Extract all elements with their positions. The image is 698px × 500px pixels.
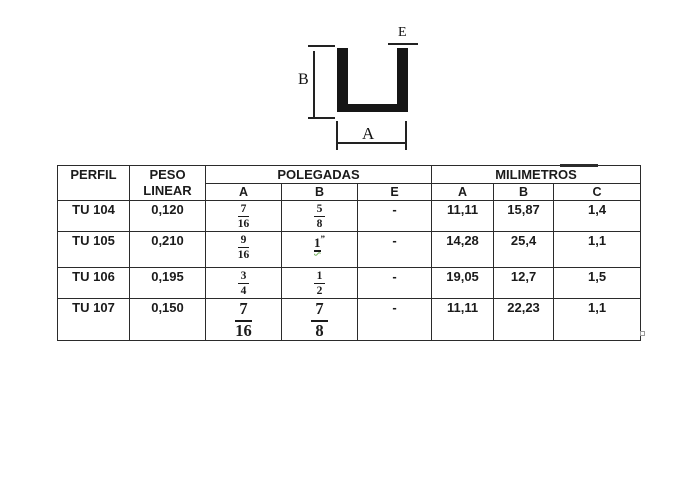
- col-header-mm-a: A: [431, 183, 495, 201]
- cell-perfil: TU 104: [57, 199, 130, 233]
- profile-spec-table: PERFIL PESO LINEAR POLEGADAS MILIMETROS …: [57, 165, 642, 342]
- cell-pol-b: 1”: [281, 231, 358, 269]
- cell-mm-a: 11,11: [431, 199, 495, 233]
- cell-peso: 0,210: [129, 231, 206, 269]
- cell-mm-a: 19,05: [431, 267, 495, 300]
- fraction: 1 2: [313, 270, 326, 297]
- cell-pol-a: 9 16: [205, 231, 282, 269]
- cell-mm-c: 1,4: [553, 199, 642, 233]
- cell-pol-b: 1 2: [281, 267, 358, 300]
- inch-value: 1”: [314, 234, 326, 253]
- dim-label-a: A: [362, 124, 375, 143]
- table-row-tu105: TU 105 0,210 9 16 1” - 14,28 25,4 1,1: [57, 231, 642, 269]
- cell-mm-b: 22,23: [493, 298, 555, 342]
- dim-label-e: E: [398, 25, 407, 40]
- table-row-tu107: TU 107 0,150 7 16 7 8 - 11,11 22,23: [57, 298, 642, 342]
- fraction: 3 4: [237, 270, 250, 297]
- cell-mm-a: 11,11: [431, 298, 495, 342]
- fraction: 9 16: [237, 234, 250, 262]
- table-row-tu104: TU 104 0,120 7 16 5 8 - 11,11 15,87: [57, 199, 642, 233]
- cell-mm-c: 1,1: [553, 231, 642, 269]
- table-row-tu106: TU 106 0,195 3 4 1 2 - 19,05 12,7: [57, 267, 642, 300]
- cell-mm-b: 15,87: [493, 199, 555, 233]
- cell-mm-c: 1,1: [553, 298, 642, 342]
- cell-pol-b: 7 8: [281, 298, 358, 342]
- u-channel-shape: [337, 48, 408, 112]
- fraction: 5 8: [313, 203, 326, 230]
- table-resize-handle[interactable]: [640, 331, 645, 336]
- col-header-mm-c: C: [553, 183, 642, 201]
- dim-line-a: [337, 142, 407, 144]
- col-group-polegadas: POLEGADAS: [204, 165, 433, 184]
- col-header-peso-linear: PESO LINEAR: [129, 165, 206, 201]
- col-header-mm-b: B: [493, 183, 555, 201]
- cell-pol-e: -: [356, 231, 433, 269]
- cell-pol-a: 7 16: [205, 298, 282, 342]
- dim-tick-b-bottom: [308, 117, 335, 119]
- cell-mm-b: 25,4: [493, 231, 555, 269]
- cell-perfil: TU 105: [57, 231, 130, 269]
- col-header-pol-a: A: [205, 183, 282, 201]
- header-row-subcolumns: A B E A B C: [58, 183, 642, 201]
- col-header-pol-b: B: [281, 183, 358, 201]
- dim-line-b: [313, 51, 315, 117]
- fraction: 7 16: [235, 299, 252, 340]
- fraction: 7 16: [237, 203, 250, 231]
- dim-tick-a-left: [336, 121, 338, 150]
- header-row-groups: PERFIL PESO LINEAR POLEGADAS MILIMETROS: [57, 165, 642, 201]
- cell-mm-a: 14,28: [431, 231, 495, 269]
- cell-peso: 0,150: [129, 298, 206, 342]
- cell-peso: 0,195: [129, 267, 206, 300]
- cell-pol-e: -: [356, 199, 433, 233]
- col-header-pol-e: E: [356, 183, 433, 201]
- cell-pol-b: 5 8: [281, 199, 358, 233]
- cell-pol-e: -: [356, 267, 433, 300]
- cell-peso: 0,120: [129, 199, 206, 233]
- dim-line-e: [388, 43, 418, 45]
- cell-pol-a: 3 4: [205, 267, 282, 300]
- cell-pol-e: -: [356, 298, 433, 342]
- fraction: 7 8: [311, 301, 328, 339]
- dim-tick-a-right: [405, 121, 407, 150]
- scan-artifact-line: [560, 164, 598, 167]
- cell-pol-a: 7 16: [205, 199, 282, 233]
- cell-perfil: TU 106: [57, 267, 130, 300]
- cell-mm-b: 12,7: [493, 267, 555, 300]
- dim-label-b: B: [298, 71, 309, 88]
- col-group-milimetros: MILIMETROS: [431, 165, 642, 184]
- cell-mm-c: 1,5: [553, 267, 642, 300]
- col-header-perfil: PERFIL: [57, 165, 130, 201]
- double-prime: ”: [320, 234, 326, 245]
- cell-perfil: TU 107: [57, 298, 130, 342]
- dim-tick-b-top: [308, 45, 335, 47]
